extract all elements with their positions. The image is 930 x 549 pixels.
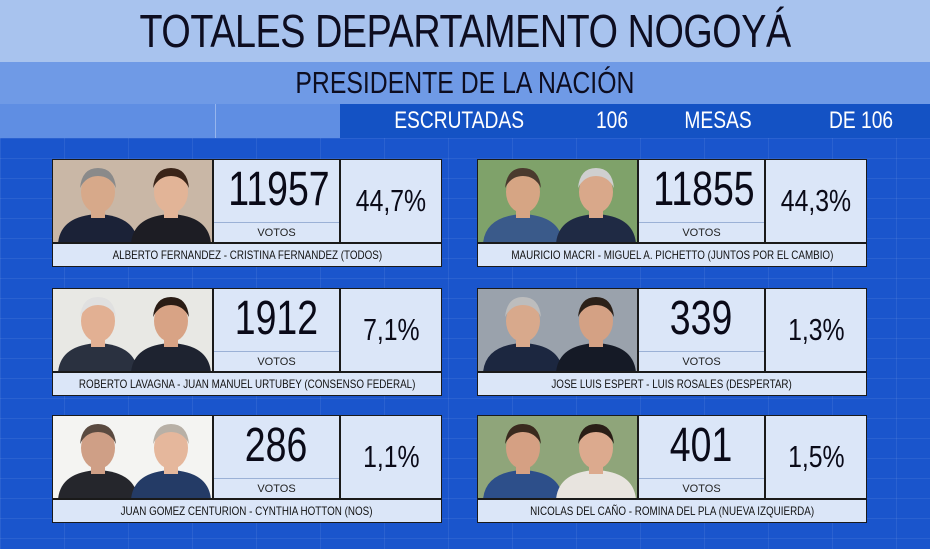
- candidate-photo: [52, 415, 213, 499]
- percent-box: 1,1%: [340, 415, 442, 499]
- candidate-card: 286 VOTOS 1,1% JUAN GOMEZ CENTURION - CY…: [52, 415, 442, 525]
- vote-percent: 1,1%: [362, 439, 420, 474]
- vote-percent: 1,3%: [787, 312, 845, 347]
- votes-box: 339 VOTOS: [638, 288, 765, 372]
- candidate-card: 11957 VOTOS 44,7% ALBERTO FERNANDEZ - CR…: [52, 159, 442, 269]
- votes-count: 11855: [653, 163, 755, 216]
- candidate-names: ALBERTO FERNANDEZ - CRISTINA FERNANDEZ (…: [112, 248, 382, 262]
- candidate-photo-image: [478, 160, 637, 242]
- votes-count: 286: [245, 419, 308, 472]
- candidate-photo: [477, 288, 638, 372]
- candidate-names: JOSE LUIS ESPERT - LUIS ROSALES (DESPERT…: [551, 377, 793, 391]
- candidate-photo: [52, 159, 213, 243]
- candidate-photo-image: [53, 416, 212, 498]
- scrutiny-bar-left-panel: [0, 104, 340, 138]
- candidate-card: 339 VOTOS 1,3% JOSE LUIS ESPERT - LUIS R…: [477, 288, 867, 398]
- scrutiny-bar: ESCRUTADAS 106 MESAS DE 106: [0, 104, 930, 138]
- votes-count: 401: [670, 419, 733, 472]
- page-subtitle: PRESIDENTE DE LA NACIÓN: [295, 65, 635, 100]
- percent-box: 44,3%: [765, 159, 867, 243]
- scrutinized-label: ESCRUTADAS: [394, 107, 524, 134]
- candidate-card: 401 VOTOS 1,5% NICOLAS DEL CAÑO - ROMINA…: [477, 415, 867, 525]
- candidate-names-bar: ALBERTO FERNANDEZ - CRISTINA FERNANDEZ (…: [52, 243, 442, 267]
- candidate-names: JUAN GOMEZ CENTURION - CYNTHIA HOTTON (N…: [121, 504, 373, 518]
- candidate-photo: [477, 159, 638, 243]
- candidate-names-bar: NICOLAS DEL CAÑO - ROMINA DEL PLA (NUEVA…: [477, 499, 867, 523]
- page-title: TOTALES DEPARTAMENTO NOGOYÁ: [139, 5, 791, 57]
- candidate-names: NICOLAS DEL CAÑO - ROMINA DEL PLA (NUEVA…: [530, 504, 814, 518]
- candidate-photo-image: [53, 289, 212, 371]
- candidate-names: ROBERTO LAVAGNA - JUAN MANUEL URTUBEY (C…: [78, 377, 416, 391]
- votes-count: 339: [670, 292, 733, 345]
- votes-label: VOTOS: [639, 351, 764, 371]
- votes-count: 1912: [234, 292, 319, 345]
- candidate-names: MAURICIO MACRI - MIGUEL A. PICHETTO (JUN…: [510, 248, 834, 262]
- candidate-card: 1912 VOTOS 7,1% ROBERTO LAVAGNA - JUAN M…: [52, 288, 442, 398]
- percent-box: 7,1%: [340, 288, 442, 372]
- candidate-names-bar: JUAN GOMEZ CENTURION - CYNTHIA HOTTON (N…: [52, 499, 442, 523]
- votes-box: 11957 VOTOS: [213, 159, 340, 243]
- votes-box: 1912 VOTOS: [213, 288, 340, 372]
- page-title-bar: TOTALES DEPARTAMENTO NOGOYÁ: [0, 0, 930, 62]
- candidate-card: 11855 VOTOS 44,3% MAURICIO MACRI - MIGUE…: [477, 159, 867, 269]
- mesas-label: MESAS: [684, 107, 752, 134]
- vote-percent: 7,1%: [362, 312, 420, 347]
- votes-label: VOTOS: [214, 351, 339, 371]
- candidate-names-bar: ROBERTO LAVAGNA - JUAN MANUEL URTUBEY (C…: [52, 372, 442, 396]
- candidate-photo: [52, 288, 213, 372]
- candidate-names-bar: JOSE LUIS ESPERT - LUIS ROSALES (DESPERT…: [477, 372, 867, 396]
- candidate-photo: [477, 415, 638, 499]
- votes-box: 11855 VOTOS: [638, 159, 765, 243]
- votes-label: VOTOS: [214, 222, 339, 242]
- vote-percent: 1,5%: [787, 439, 845, 474]
- votes-label: VOTOS: [639, 222, 764, 242]
- votes-count: 11957: [228, 163, 330, 216]
- votes-box: 286 VOTOS: [213, 415, 340, 499]
- candidate-names-bar: MAURICIO MACRI - MIGUEL A. PICHETTO (JUN…: [477, 243, 867, 267]
- divider: [215, 104, 216, 138]
- percent-box: 1,3%: [765, 288, 867, 372]
- candidate-photo-image: [478, 289, 637, 371]
- votes-label: VOTOS: [639, 478, 764, 498]
- vote-percent: 44,7%: [355, 183, 427, 218]
- votes-box: 401 VOTOS: [638, 415, 765, 499]
- percent-box: 1,5%: [765, 415, 867, 499]
- candidate-photo-image: [53, 160, 212, 242]
- scrutinized-count: 106: [595, 107, 629, 134]
- subtitle-bar: PRESIDENTE DE LA NACIÓN: [0, 62, 930, 104]
- votes-label: VOTOS: [214, 478, 339, 498]
- mesas-total: DE 106: [828, 107, 894, 134]
- vote-percent: 44,3%: [780, 183, 852, 218]
- candidate-photo-image: [478, 416, 637, 498]
- percent-box: 44,7%: [340, 159, 442, 243]
